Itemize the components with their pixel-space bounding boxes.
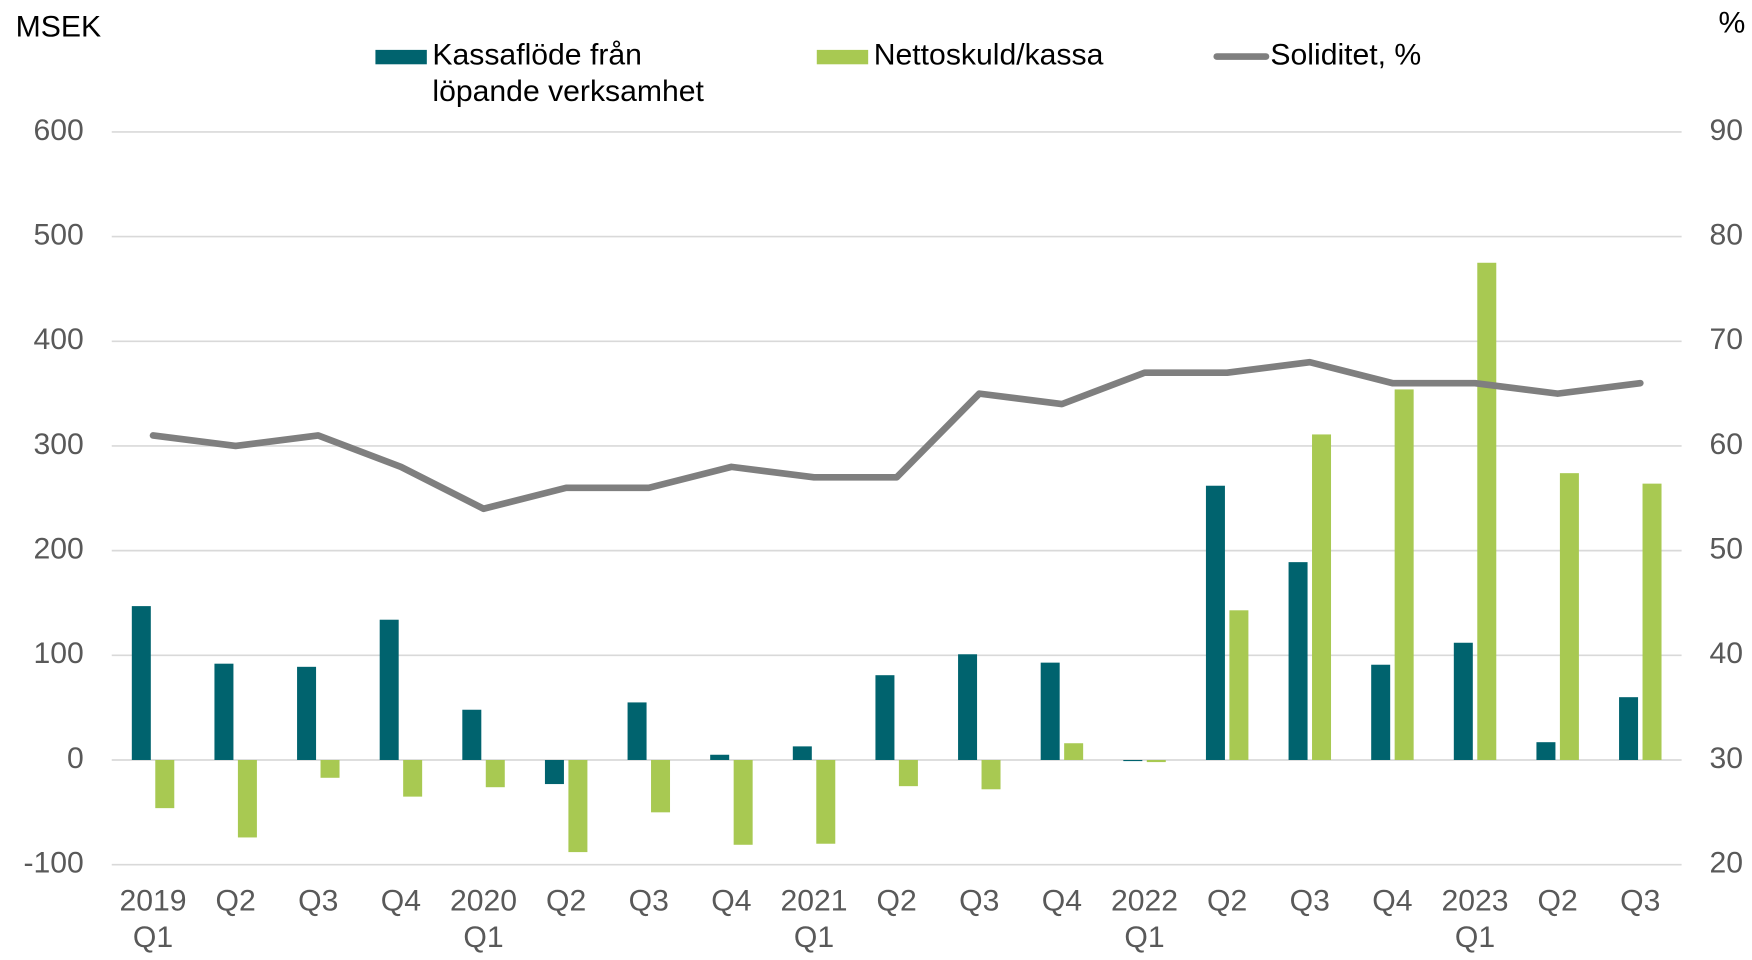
bar [875, 675, 895, 760]
bar [297, 666, 317, 760]
y2-tick-label: 80 [1710, 219, 1744, 252]
x-tick-label: 2019 Q1 [120, 884, 187, 953]
bar [1394, 389, 1414, 760]
x-tick-label: Q4 [1042, 884, 1082, 917]
bar [816, 759, 836, 844]
y2-tick-label: 90 [1710, 114, 1744, 147]
x-tick-label: Q2 [546, 884, 586, 917]
x-tick-label: Q3 [1290, 884, 1330, 917]
bar [1040, 662, 1060, 760]
bar [1064, 743, 1084, 760]
y-tick-label: -100 [23, 847, 83, 880]
bar [568, 759, 588, 853]
x-tick-label: Q2 [877, 884, 917, 917]
x-tick-label: 2021 Q1 [781, 884, 848, 953]
bar [403, 759, 423, 797]
legend-label: Kassaflöde från löpande verksamhet [432, 39, 704, 108]
bar [485, 759, 505, 788]
x-tick-label: Q2 [1207, 884, 1247, 917]
x-tick-label: Q4 [1372, 884, 1412, 917]
bar [1477, 262, 1497, 760]
x-tick-label: 2023 Q1 [1442, 884, 1509, 953]
bar [1123, 759, 1143, 762]
bar [733, 759, 753, 845]
x-tick-label: 2022 Q1 [1111, 884, 1178, 953]
bar [1642, 483, 1662, 760]
y-tick-label: 300 [33, 428, 83, 461]
bar [1619, 697, 1639, 760]
x-tick-label: Q3 [1620, 884, 1660, 917]
x-tick-label: Q4 [711, 884, 751, 917]
x-tick-label: Q2 [216, 884, 256, 917]
y-tick-label: 600 [33, 114, 83, 147]
legend-label: Soliditet, % [1270, 39, 1421, 72]
y-tick-label: 100 [33, 637, 83, 670]
bar [214, 663, 234, 760]
bar [1205, 485, 1225, 760]
bar [1371, 664, 1391, 760]
legend-swatch [816, 49, 869, 65]
y2-tick-label: 70 [1710, 323, 1744, 356]
y2-tick-label: 30 [1710, 742, 1744, 775]
x-tick-label: Q3 [629, 884, 669, 917]
bar [1559, 473, 1579, 760]
y2-tick-label: 60 [1710, 428, 1744, 461]
bar [1536, 742, 1556, 760]
x-tick-label: Q3 [959, 884, 999, 917]
bar [1312, 434, 1332, 760]
bar [131, 606, 151, 760]
y-tick-label: 400 [33, 323, 83, 356]
y2-tick-label: 20 [1710, 847, 1744, 880]
y-tick-label: 0 [67, 742, 84, 775]
y-tick-label: 500 [33, 219, 83, 252]
bar [1453, 642, 1473, 760]
bar [1146, 759, 1166, 763]
y-tick-label: 200 [33, 533, 83, 566]
bar [981, 759, 1001, 790]
y2-axis-label: % [1718, 6, 1745, 39]
bar [1229, 610, 1249, 760]
bar [320, 759, 340, 778]
legend-label: Nettoskuld/kassa [874, 39, 1104, 72]
bar [898, 759, 918, 787]
bar [627, 702, 647, 760]
line [149, 358, 1644, 513]
bar [237, 759, 257, 838]
bar [462, 709, 482, 760]
x-tick-label: Q4 [381, 884, 421, 917]
x-tick-label: Q2 [1538, 884, 1578, 917]
bar [651, 759, 671, 813]
legend-swatch [375, 49, 427, 65]
y2-tick-label: 50 [1710, 533, 1744, 566]
bar [155, 759, 175, 809]
bar [1288, 562, 1308, 760]
bar [958, 654, 978, 760]
bar [792, 746, 812, 760]
y2-tick-label: 40 [1710, 637, 1744, 670]
x-tick-label: 2020 Q1 [450, 884, 517, 953]
y-axis-label: MSEK [16, 11, 101, 44]
bar [710, 754, 730, 760]
bar [379, 619, 399, 760]
x-tick-label: Q3 [298, 884, 338, 917]
bar [544, 759, 564, 785]
